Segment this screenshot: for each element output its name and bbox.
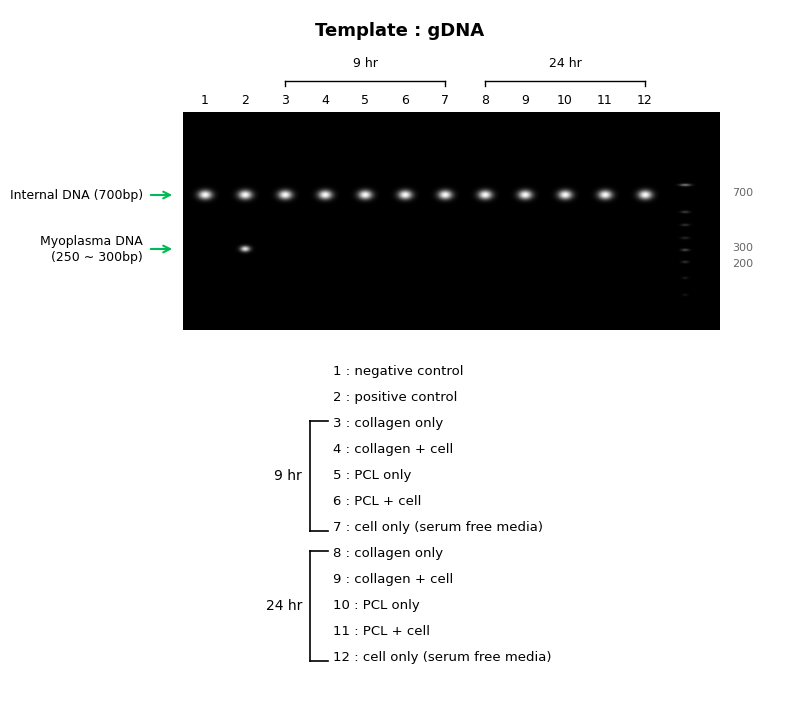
Text: 10: 10 [557, 94, 573, 107]
Text: 3 : collagen only: 3 : collagen only [333, 417, 443, 430]
Text: 4 : collagen + cell: 4 : collagen + cell [333, 443, 453, 456]
Text: 24 hr: 24 hr [549, 57, 582, 70]
Text: 9: 9 [521, 94, 529, 107]
Text: 10 : PCL only: 10 : PCL only [333, 599, 420, 612]
Text: 200: 200 [732, 259, 753, 269]
Text: 7 : cell only (serum free media): 7 : cell only (serum free media) [333, 521, 543, 534]
Text: 12: 12 [637, 94, 653, 107]
Text: 5 : PCL only: 5 : PCL only [333, 469, 412, 482]
Text: 1: 1 [201, 94, 209, 107]
Text: 12 : cell only (serum free media): 12 : cell only (serum free media) [333, 651, 552, 664]
Text: 8 : collagen only: 8 : collagen only [333, 547, 443, 560]
Text: Myoplasma DNA: Myoplasma DNA [40, 234, 143, 248]
Text: 6: 6 [401, 94, 409, 107]
Text: 11: 11 [597, 94, 613, 107]
Text: 700: 700 [732, 188, 753, 198]
Text: 9 : collagen + cell: 9 : collagen + cell [333, 573, 453, 586]
Text: Template : gDNA: Template : gDNA [316, 22, 485, 40]
Text: 6 : PCL + cell: 6 : PCL + cell [333, 495, 421, 508]
Text: 9 hr: 9 hr [352, 57, 377, 70]
Text: 9 hr: 9 hr [274, 469, 302, 483]
Text: 1 : negative control: 1 : negative control [333, 365, 464, 378]
Text: 7: 7 [441, 94, 449, 107]
Text: 3: 3 [281, 94, 289, 107]
Text: 8: 8 [481, 94, 489, 107]
Text: 4: 4 [321, 94, 329, 107]
Text: 300: 300 [732, 243, 753, 253]
Text: Internal DNA (700bp): Internal DNA (700bp) [10, 189, 143, 201]
Text: 24 hr: 24 hr [266, 599, 302, 613]
Bar [183, 112, 720, 330]
Text: 2: 2 [241, 94, 249, 107]
Text: (250 ∼ 300bp): (250 ∼ 300bp) [51, 251, 143, 265]
Text: 2 : positive control: 2 : positive control [333, 391, 457, 404]
Text: 5: 5 [361, 94, 369, 107]
Text: 11 : PCL + cell: 11 : PCL + cell [333, 625, 430, 638]
